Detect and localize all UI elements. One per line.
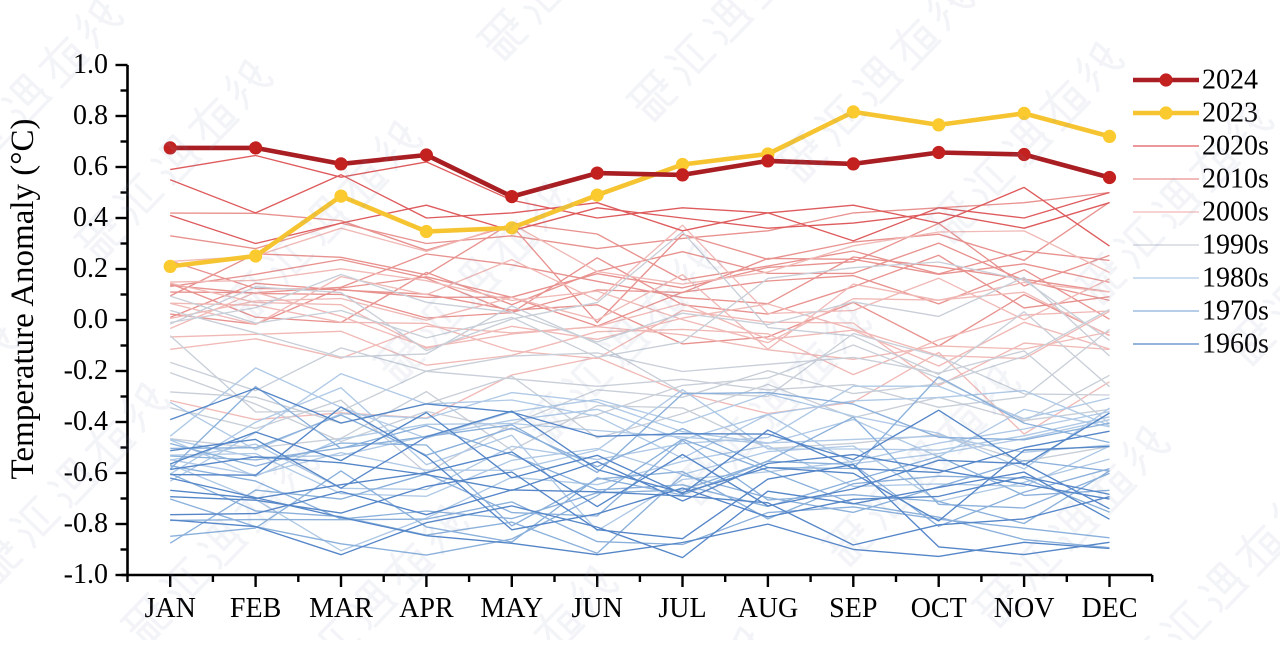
svg-text:1990s: 1990s: [1202, 230, 1269, 261]
svg-text:-0.8: -0.8: [64, 508, 108, 539]
svg-text:MAR: MAR: [309, 593, 373, 624]
svg-text:AUG: AUG: [738, 593, 799, 624]
svg-text:MAY: MAY: [480, 593, 543, 624]
svg-text:-1.0: -1.0: [64, 559, 108, 590]
svg-text:JUL: JUL: [658, 593, 706, 624]
svg-text:APR: APR: [399, 593, 454, 624]
svg-text:1980s: 1980s: [1202, 263, 1269, 294]
svg-text:0.6: 0.6: [73, 151, 108, 182]
svg-text:-0.4: -0.4: [64, 406, 108, 437]
svg-text:1970s: 1970s: [1202, 296, 1269, 327]
svg-text:0.8: 0.8: [73, 100, 108, 131]
svg-text:JUN: JUN: [572, 593, 623, 624]
svg-text:-0.2: -0.2: [64, 355, 108, 386]
svg-text:2024: 2024: [1202, 65, 1258, 96]
svg-text:SEP: SEP: [829, 593, 877, 624]
svg-text:OCT: OCT: [911, 593, 967, 624]
svg-text:Temperature Anomaly (°C): Temperature Anomaly (°C): [5, 119, 41, 480]
svg-text:0.0: 0.0: [73, 304, 108, 335]
svg-text:DEC: DEC: [1082, 593, 1138, 624]
svg-text:FEB: FEB: [230, 593, 281, 624]
svg-text:2000s: 2000s: [1202, 197, 1269, 228]
